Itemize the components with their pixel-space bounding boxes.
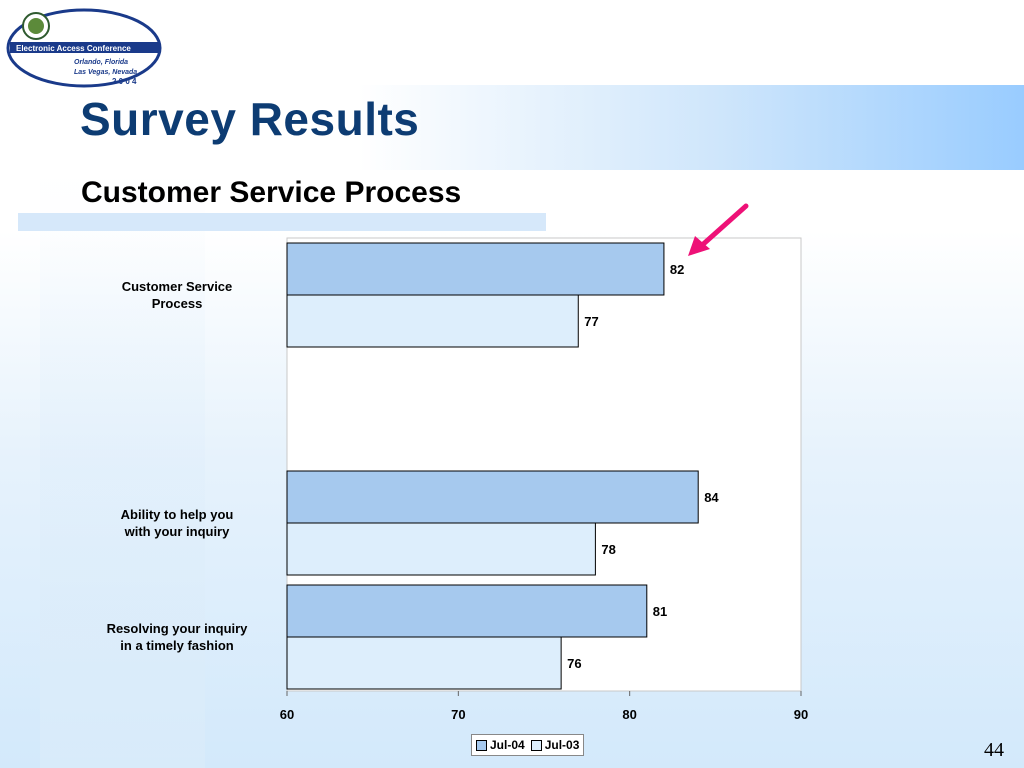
category-label: Customer Service Process [121, 279, 233, 311]
legend-item-jul04: Jul-04 [476, 738, 525, 752]
data-label: 82 [670, 262, 684, 277]
logo-line3: Las Vegas, Nevada [74, 69, 137, 76]
x-tick-label: 60 [280, 707, 294, 722]
bar-jul03-2 [286, 522, 596, 576]
logo-line4: 2 0 0 4 [112, 77, 137, 86]
page-number: 44 [984, 739, 1004, 761]
x-tick-label: 80 [622, 707, 636, 722]
data-label: 78 [601, 542, 615, 557]
data-label: 77 [584, 314, 598, 329]
data-label: 84 [704, 490, 719, 505]
legend-swatch-jul04 [476, 739, 487, 751]
slide-subtitle: Customer Service Process [81, 176, 462, 209]
subtitle-underline-bar [18, 213, 546, 231]
slide-title: Survey Results [80, 93, 420, 145]
x-tick-label: 90 [794, 707, 808, 722]
bar-jul04-2 [286, 470, 699, 524]
legend-swatch-jul03 [530, 739, 542, 751]
category-label: Resolving your inquiry in a timely fashio… [106, 621, 248, 653]
legend-label-jul03: Jul-03 [544, 738, 580, 752]
conference-logo: Electronic Access Conference Orlando, Fl… [6, 8, 162, 88]
left-decor-stripe [40, 170, 205, 768]
logo-line2: Orlando, Florida [74, 59, 128, 66]
bar-jul03-1 [286, 294, 579, 348]
bar-jul04-3 [286, 584, 648, 638]
legend-label-jul04: Jul-04 [490, 738, 525, 752]
legend-item-jul03: Jul-03 [530, 738, 580, 752]
bar-jul03-3 [286, 636, 562, 690]
highlight-arrow-icon [688, 203, 749, 256]
header-band [0, 85, 1024, 170]
bar-jul04-1 [286, 242, 665, 296]
chart-legend: Jul-04 Jul-03 [471, 734, 585, 756]
data-label: 76 [567, 656, 581, 671]
category-label: Ability to help you with your inquiry [120, 507, 234, 539]
x-tick-label: 70 [451, 707, 465, 722]
logo-line1: Electronic Access Conference [16, 44, 131, 53]
data-label: 81 [653, 604, 667, 619]
